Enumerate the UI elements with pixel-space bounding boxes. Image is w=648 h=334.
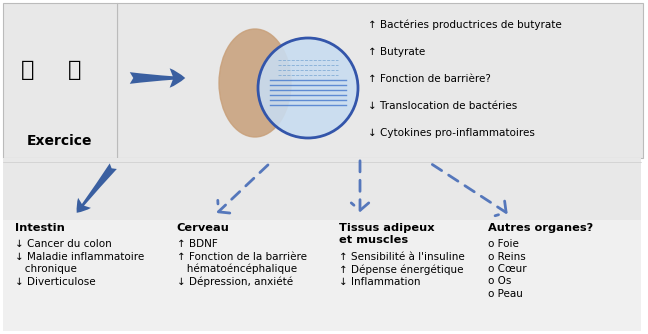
Text: o Os: o Os — [488, 277, 511, 287]
Text: Autres organes?: Autres organes? — [488, 223, 593, 233]
Text: Exercice: Exercice — [27, 134, 93, 148]
Text: ↑ Fonction de barrière?: ↑ Fonction de barrière? — [368, 74, 491, 84]
Text: 🏃: 🏃 — [21, 60, 35, 80]
Text: o Cœur: o Cœur — [488, 264, 526, 274]
Text: o Foie: o Foie — [488, 239, 518, 249]
Text: ↓ Inflammation: ↓ Inflammation — [339, 277, 420, 287]
Text: o Peau: o Peau — [488, 289, 523, 299]
Text: ↑ BDNF: ↑ BDNF — [177, 239, 218, 249]
FancyBboxPatch shape — [3, 3, 117, 158]
Text: ↑ Bactéries productrices de butyrate: ↑ Bactéries productrices de butyrate — [368, 20, 562, 30]
Text: ↓ Cytokines pro-inflammatoires: ↓ Cytokines pro-inflammatoires — [368, 128, 535, 138]
Text: ↑ Sensibilité à l'insuline: ↑ Sensibilité à l'insuline — [339, 252, 465, 262]
Text: ↓ Translocation de bactéries: ↓ Translocation de bactéries — [368, 101, 517, 111]
Text: hématoéncéphalique: hématoéncéphalique — [177, 264, 297, 275]
Text: ↓ Maladie inflammatoire: ↓ Maladie inflammatoire — [15, 252, 144, 262]
Text: ↓ Diverticulose: ↓ Diverticulose — [15, 277, 95, 287]
Text: ↓ Cancer du colon: ↓ Cancer du colon — [15, 239, 111, 249]
FancyBboxPatch shape — [117, 3, 643, 158]
Text: chronique: chronique — [15, 264, 76, 274]
Text: ↑ Dépense énergétique: ↑ Dépense énergétique — [339, 265, 463, 275]
Text: ↑ Fonction de la barrière: ↑ Fonction de la barrière — [177, 252, 307, 262]
Circle shape — [258, 38, 358, 138]
FancyBboxPatch shape — [3, 163, 641, 331]
Ellipse shape — [219, 29, 291, 137]
Text: ↓ Dépression, anxiété: ↓ Dépression, anxiété — [177, 277, 293, 287]
Text: Intestin: Intestin — [15, 223, 65, 233]
Text: ↑ Butyrate: ↑ Butyrate — [368, 47, 425, 57]
Text: Cerveau: Cerveau — [177, 223, 229, 233]
Text: Tissus adipeux
et muscles: Tissus adipeux et muscles — [339, 223, 434, 245]
Text: o Reins: o Reins — [488, 252, 526, 262]
FancyBboxPatch shape — [3, 158, 641, 220]
Text: 🚴: 🚴 — [68, 60, 82, 80]
